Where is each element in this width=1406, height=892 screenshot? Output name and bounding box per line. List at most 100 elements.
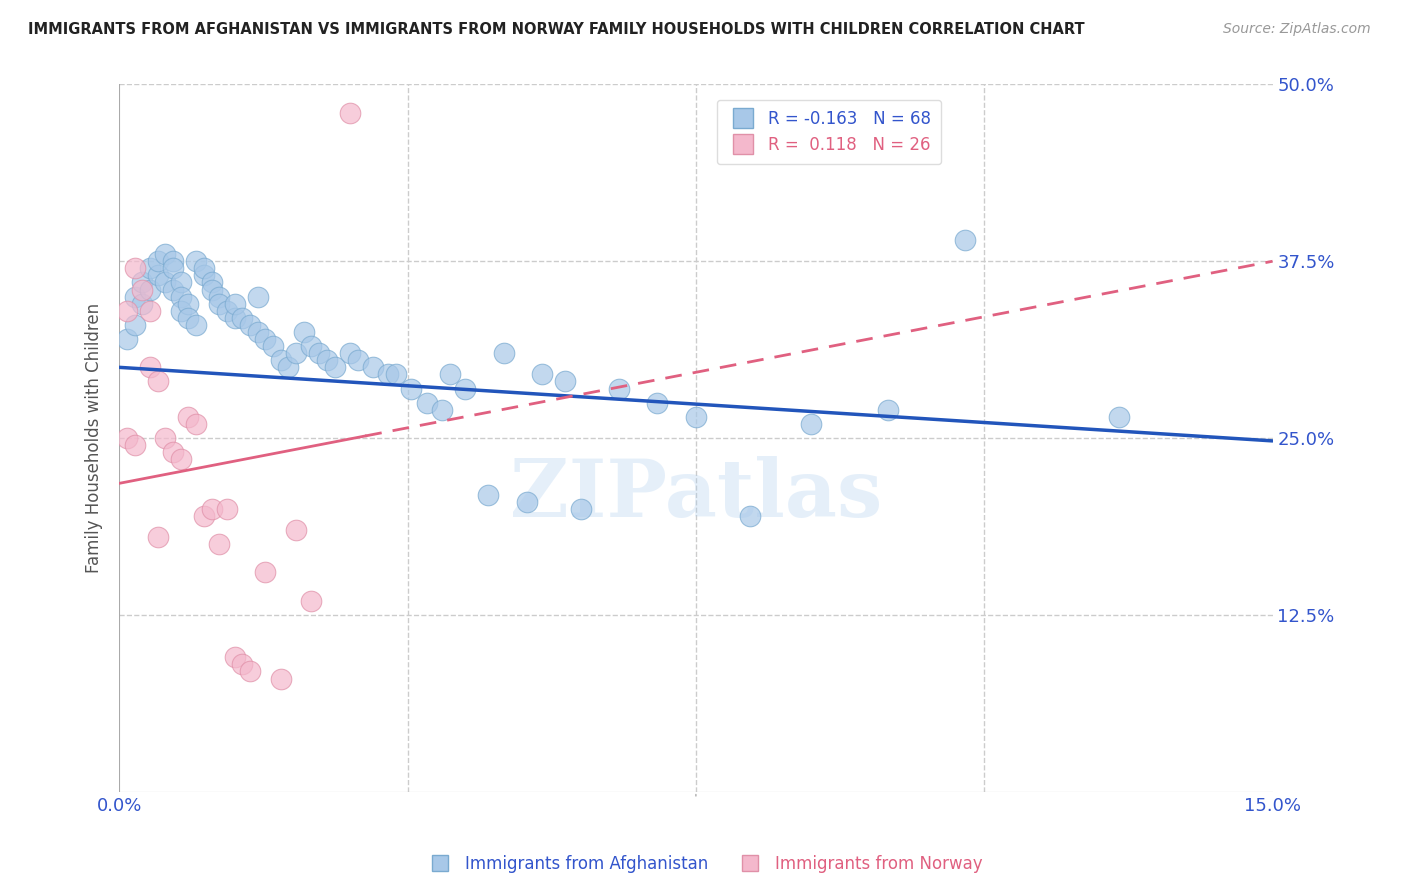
Point xyxy=(277,360,299,375)
Point xyxy=(477,488,499,502)
Point xyxy=(193,261,215,276)
Point xyxy=(124,438,146,452)
Point xyxy=(177,409,200,424)
Text: IMMIGRANTS FROM AFGHANISTAN VS IMMIGRANTS FROM NORWAY FAMILY HOUSEHOLDS WITH CHI: IMMIGRANTS FROM AFGHANISTAN VS IMMIGRANT… xyxy=(28,22,1085,37)
Point xyxy=(124,261,146,276)
Point xyxy=(685,409,707,424)
Point xyxy=(339,346,361,360)
Legend: Immigrants from Afghanistan, Immigrants from Norway: Immigrants from Afghanistan, Immigrants … xyxy=(416,848,990,880)
Point xyxy=(285,523,308,537)
Text: Source: ZipAtlas.com: Source: ZipAtlas.com xyxy=(1223,22,1371,37)
Point xyxy=(254,566,277,580)
Point xyxy=(146,375,169,389)
Point xyxy=(193,508,215,523)
Point xyxy=(454,382,477,396)
Point xyxy=(239,318,262,332)
Point xyxy=(377,368,399,382)
Point xyxy=(401,382,423,396)
Point xyxy=(323,360,346,375)
Legend: R = -0.163   N = 68, R =  0.118   N = 26: R = -0.163 N = 68, R = 0.118 N = 26 xyxy=(717,100,941,164)
Point xyxy=(270,353,292,368)
Point xyxy=(146,268,169,283)
Point xyxy=(800,417,823,431)
Point xyxy=(224,296,246,310)
Point xyxy=(215,303,238,318)
Point xyxy=(146,530,169,544)
Point xyxy=(139,261,162,276)
Point xyxy=(516,494,538,508)
Point xyxy=(186,318,208,332)
Point xyxy=(361,360,384,375)
Point xyxy=(531,368,554,382)
Point xyxy=(208,290,231,304)
Point xyxy=(738,508,761,523)
Y-axis label: Family Households with Children: Family Households with Children xyxy=(86,303,103,574)
Point xyxy=(1108,409,1130,424)
Point xyxy=(131,276,153,290)
Point xyxy=(115,303,138,318)
Point xyxy=(170,452,193,467)
Point xyxy=(315,353,337,368)
Point xyxy=(224,650,246,665)
Point xyxy=(146,254,169,268)
Point xyxy=(554,375,576,389)
Point xyxy=(139,283,162,297)
Point xyxy=(177,296,200,310)
Point xyxy=(155,247,177,261)
Point xyxy=(139,360,162,375)
Point xyxy=(254,332,277,346)
Text: ZIPatlas: ZIPatlas xyxy=(510,456,882,533)
Point xyxy=(215,501,238,516)
Point xyxy=(177,310,200,325)
Point xyxy=(170,303,193,318)
Point xyxy=(346,353,368,368)
Point xyxy=(301,339,323,353)
Point xyxy=(430,402,453,417)
Point xyxy=(246,290,269,304)
Point xyxy=(339,105,361,120)
Point xyxy=(162,261,184,276)
Point xyxy=(224,310,246,325)
Point xyxy=(170,276,193,290)
Point xyxy=(193,268,215,283)
Point xyxy=(162,254,184,268)
Point xyxy=(492,346,515,360)
Point xyxy=(285,346,308,360)
Point xyxy=(131,296,153,310)
Point xyxy=(170,290,193,304)
Point xyxy=(301,593,323,607)
Point xyxy=(569,501,592,516)
Point xyxy=(877,402,900,417)
Point xyxy=(416,395,439,409)
Point xyxy=(239,665,262,679)
Point xyxy=(162,283,184,297)
Point xyxy=(607,382,630,396)
Point xyxy=(200,283,222,297)
Point xyxy=(208,296,231,310)
Point xyxy=(200,276,222,290)
Point xyxy=(208,537,231,551)
Point xyxy=(124,290,146,304)
Point xyxy=(124,318,146,332)
Point xyxy=(246,325,269,339)
Point xyxy=(186,417,208,431)
Point xyxy=(270,672,292,686)
Point xyxy=(231,657,253,672)
Point xyxy=(162,445,184,459)
Point xyxy=(439,368,461,382)
Point xyxy=(131,283,153,297)
Point xyxy=(647,395,669,409)
Point xyxy=(115,332,138,346)
Point xyxy=(385,368,408,382)
Point xyxy=(231,310,253,325)
Point xyxy=(115,431,138,445)
Point xyxy=(186,254,208,268)
Point xyxy=(200,501,222,516)
Point xyxy=(139,303,162,318)
Point xyxy=(308,346,330,360)
Point xyxy=(155,431,177,445)
Point xyxy=(155,276,177,290)
Point xyxy=(953,233,976,247)
Point xyxy=(292,325,315,339)
Point xyxy=(262,339,284,353)
